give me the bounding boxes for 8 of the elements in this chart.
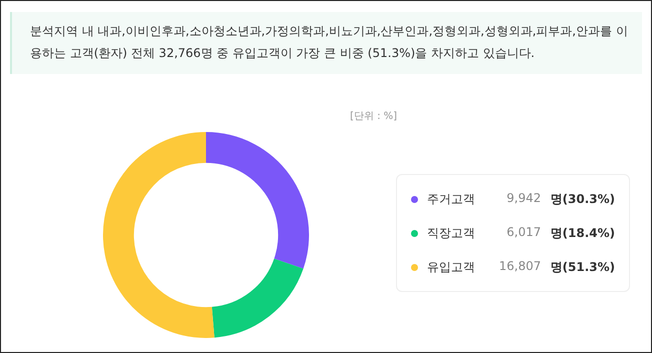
legend-label: 유입고객 (427, 259, 475, 276)
chart-title: 분석지역 내 내과,이비인후과,소아청소년과,가정의학과,비뇨기과,산부인과,정형외과,성형외과,피부과,안과를 이용하는 고객(환자) 전체 32,766명 중 유입고객이 가장 큰 비중 (51.3%)을 차지하고 있습니다. (10, 12, 642, 74)
legend-label: 직장고객 (427, 225, 475, 242)
data-label: 6,017 명(18.4%) (506, 225, 615, 242)
legend-label: 주거고객 (427, 191, 475, 208)
data-label: 9,942 명(30.3%) (506, 191, 615, 208)
text: [단위 : %] (350, 110, 398, 123)
data-label: 16,807 명(51.3%) (499, 259, 615, 276)
